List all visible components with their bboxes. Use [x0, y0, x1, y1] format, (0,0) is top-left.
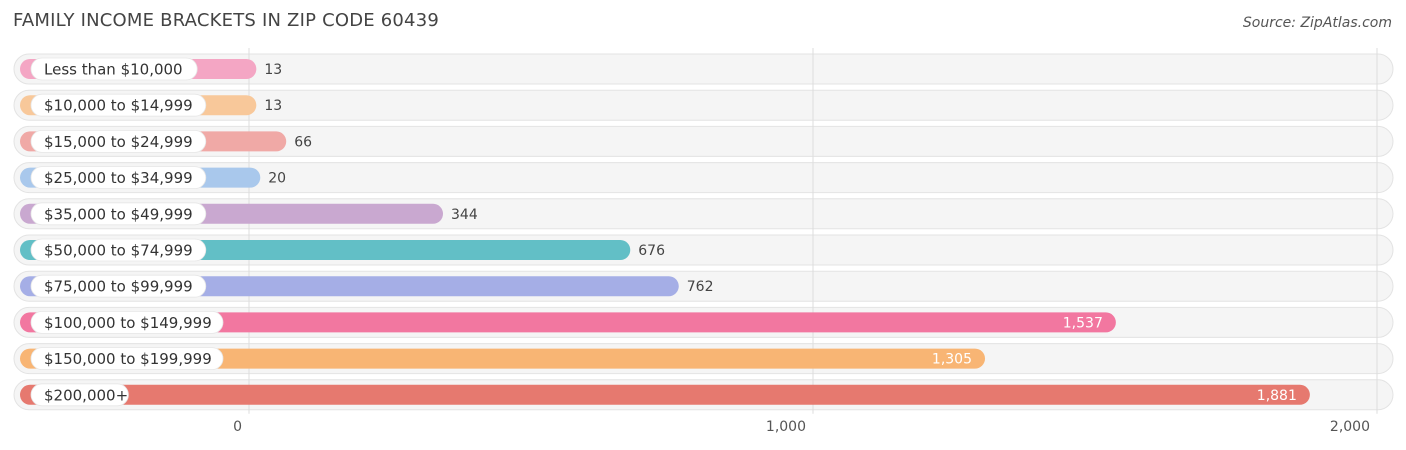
- value-label: 762: [687, 279, 714, 295]
- value-label: 676: [638, 243, 665, 259]
- chart-title: FAMILY INCOME BRACKETS IN ZIP CODE 60439: [13, 10, 440, 31]
- value-label: 1,537: [1063, 315, 1103, 331]
- category-label-pill: [30, 274, 207, 298]
- category-label: $35,000 to $49,999: [44, 205, 193, 223]
- category-label-pill: [30, 347, 224, 371]
- category-label: Less than $10,000: [44, 61, 183, 79]
- category-label: $75,000 to $99,999: [44, 278, 193, 296]
- value-label: 13: [264, 62, 282, 78]
- category-label: $150,000 to $199,999: [44, 350, 212, 368]
- category-label: $10,000 to $14,999: [44, 97, 193, 115]
- category-label: $25,000 to $34,999: [44, 169, 193, 187]
- row-background: [13, 89, 1394, 121]
- bar: [20, 348, 986, 369]
- row-background: [13, 125, 1394, 157]
- category-label-pill: [30, 166, 207, 190]
- category-label-pill: [30, 93, 207, 117]
- category-label-pill: [30, 310, 224, 334]
- row-background: [13, 162, 1394, 194]
- value-label: 1,305: [932, 352, 972, 368]
- value-label: 1,881: [1257, 388, 1297, 404]
- source-label: Source: ZipAtlas.com: [1242, 15, 1392, 31]
- category-label: $100,000 to $149,999: [44, 314, 212, 332]
- category-label-pill: [30, 129, 207, 153]
- category-label: $200,000+: [44, 386, 128, 404]
- category-label-pill: [30, 202, 207, 226]
- x-tick-label: 2,000: [1330, 419, 1370, 435]
- bar: [20, 312, 1116, 333]
- value-label: 20: [268, 171, 286, 187]
- category-label-pill: [30, 238, 207, 262]
- category-label-pill: [30, 57, 198, 81]
- bar: [20, 384, 1310, 405]
- category-label: $50,000 to $74,999: [44, 242, 193, 260]
- value-label: 66: [294, 134, 312, 150]
- value-label: 344: [451, 207, 478, 223]
- category-label-pill: [30, 383, 129, 407]
- category-label: $15,000 to $24,999: [44, 133, 193, 151]
- value-label: 13: [264, 98, 282, 114]
- x-tick-label: 0: [233, 419, 242, 435]
- row-background: [13, 53, 1394, 85]
- x-tick-label: 1,000: [766, 419, 806, 435]
